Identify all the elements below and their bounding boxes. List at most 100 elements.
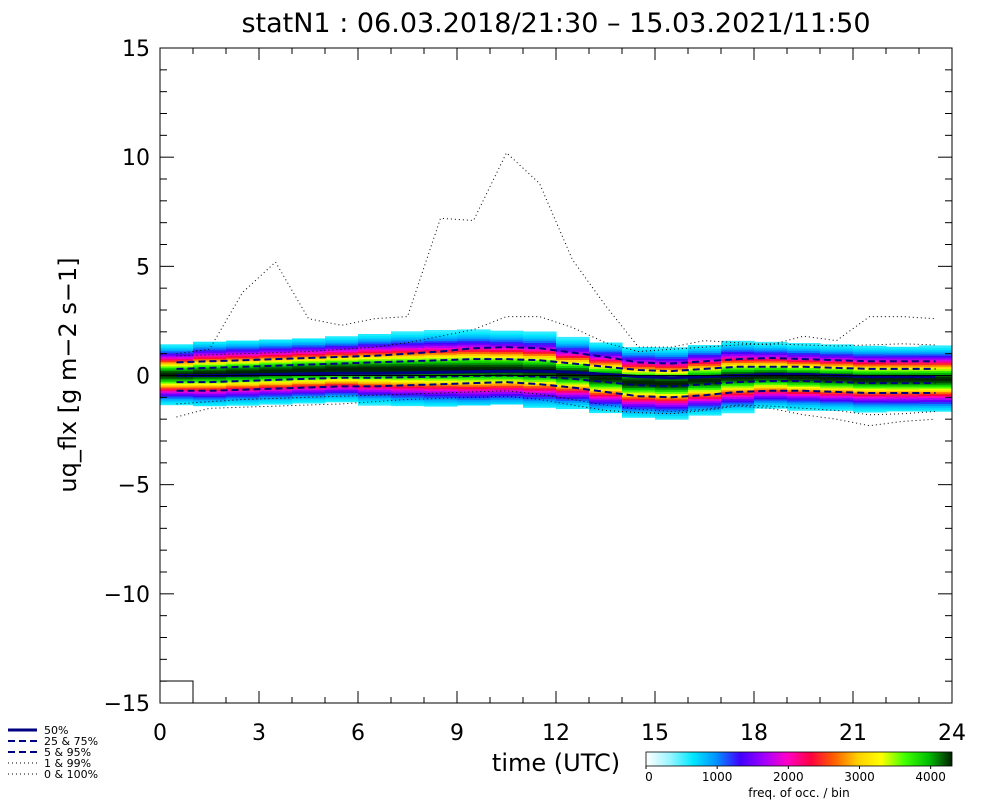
density-cell: [424, 400, 458, 404]
density-cell: [160, 386, 194, 389]
density-cell: [391, 350, 425, 353]
density-cell: [424, 330, 458, 333]
density-cell: [523, 385, 557, 389]
density-cell: [853, 379, 887, 383]
density-cell: [556, 381, 590, 385]
density-cell: [754, 349, 788, 352]
density-cell: [688, 400, 722, 403]
density-cell: [292, 399, 326, 402]
legend-label: 50%: [44, 724, 68, 737]
density-cell: [358, 338, 392, 341]
density-cell: [853, 387, 887, 391]
density-cell: [787, 356, 821, 359]
density-cell: [259, 360, 293, 363]
density-cell: [457, 340, 491, 343]
density-cell: [622, 390, 656, 394]
density-cell: [721, 367, 755, 371]
density-cell: [589, 388, 623, 391]
density-cell: [193, 378, 227, 381]
density-cell: [721, 394, 755, 398]
density-cell: [787, 399, 821, 402]
density-cell: [820, 361, 854, 364]
density-cell: [160, 376, 194, 379]
density-cell: [556, 345, 590, 348]
density-cell: [754, 341, 788, 345]
density-cell: [193, 349, 227, 352]
density-cell: [292, 366, 326, 369]
density-cell: [787, 382, 821, 385]
density-cell: [820, 397, 854, 400]
density-cell: [523, 335, 557, 339]
density-cell: [259, 402, 293, 405]
density-cell: [490, 339, 524, 342]
density-cell: [292, 345, 326, 348]
density-cell: [919, 364, 952, 368]
density-cell: [490, 349, 524, 353]
legend-label: 0 & 100%: [44, 768, 98, 781]
density-cell: [391, 395, 425, 399]
density-cell: [259, 381, 293, 384]
density-cell: [259, 375, 293, 378]
density-cell: [259, 369, 293, 372]
density-cell: [325, 345, 359, 348]
density-cell: [688, 413, 722, 416]
density-cell: [556, 390, 590, 393]
density-cell: [391, 370, 425, 373]
density-cell: [853, 371, 887, 375]
density-cell: [160, 384, 194, 387]
density-cell: [226, 381, 260, 384]
density-cell: [259, 351, 293, 354]
density-cell: [721, 400, 755, 403]
density-cell: [391, 341, 425, 344]
density-cell: [853, 349, 887, 353]
density-cell: [292, 365, 326, 368]
density-cell: [622, 404, 656, 408]
density-cell: [754, 363, 788, 367]
density-cell: [886, 386, 920, 390]
density-cell: [820, 402, 854, 406]
density-cell: [754, 406, 788, 409]
density-cell: [193, 346, 227, 349]
density-cell: [424, 347, 458, 350]
density-cell: [259, 354, 293, 357]
percentile-line-1-lower: [176, 374, 936, 388]
density-cell: [688, 354, 722, 357]
density-cell: [490, 334, 524, 338]
density-cell: [820, 353, 854, 357]
density-cell: [358, 392, 392, 395]
density-cell: [325, 359, 359, 362]
density-cell: [787, 395, 821, 398]
density-cell: [292, 395, 326, 398]
density-cell: [292, 347, 326, 350]
density-cell: [193, 404, 227, 407]
density-cell: [424, 345, 458, 348]
density-cell: [688, 402, 722, 405]
density-cell: [853, 407, 887, 411]
density-cell: [160, 372, 194, 375]
density-cell: [457, 382, 491, 386]
density-cell: [424, 385, 458, 388]
density-cell: [622, 415, 656, 418]
density-cell: [886, 402, 920, 406]
density-cell: [589, 394, 623, 397]
x-tick-label: 3: [252, 721, 266, 746]
density-cell: [589, 410, 623, 414]
density-cell: [556, 375, 590, 379]
density-cell: [787, 371, 821, 374]
density-cell: [556, 388, 590, 391]
density-cell: [853, 385, 887, 389]
density-cell: [424, 349, 458, 352]
density-cell: [919, 403, 952, 406]
density-cell: [193, 353, 227, 356]
density-cell: [655, 415, 689, 418]
density-cell: [622, 355, 656, 359]
density-cell: [919, 387, 952, 391]
percentile-line-3-upper: [176, 316, 936, 357]
density-cell: [523, 355, 557, 359]
y-tick-label: −10: [104, 583, 150, 608]
density-cell: [754, 395, 788, 398]
density-cell: [160, 353, 194, 356]
density-cell: [226, 342, 260, 345]
density-cell: [886, 406, 920, 410]
y-tick-label: 15: [122, 37, 150, 62]
